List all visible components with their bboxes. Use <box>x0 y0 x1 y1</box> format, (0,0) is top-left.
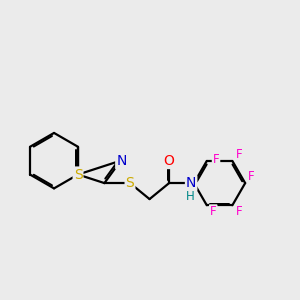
Text: F: F <box>236 148 242 161</box>
Text: F: F <box>210 205 217 218</box>
Text: S: S <box>74 167 82 182</box>
Text: S: S <box>126 176 134 190</box>
Text: F: F <box>213 153 219 166</box>
Text: O: O <box>164 154 175 168</box>
Text: N: N <box>116 154 127 168</box>
Text: H: H <box>186 190 195 203</box>
Text: N: N <box>186 176 196 190</box>
Text: F: F <box>236 205 242 218</box>
Text: F: F <box>248 170 255 183</box>
